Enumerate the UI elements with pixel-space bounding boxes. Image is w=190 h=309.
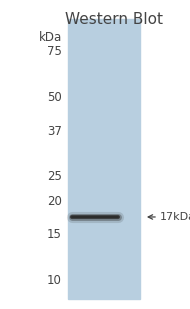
Text: 15: 15 [47, 228, 62, 241]
Text: 75: 75 [47, 45, 62, 58]
Text: kDa: kDa [39, 31, 62, 44]
Text: 25: 25 [47, 170, 62, 183]
Text: 50: 50 [47, 91, 62, 104]
Text: 17kDa: 17kDa [160, 212, 190, 222]
Bar [68, 19, 140, 299]
Text: Western Blot: Western Blot [65, 12, 163, 27]
Text: 10: 10 [47, 274, 62, 287]
Text: 20: 20 [47, 195, 62, 208]
Text: 37: 37 [47, 125, 62, 138]
